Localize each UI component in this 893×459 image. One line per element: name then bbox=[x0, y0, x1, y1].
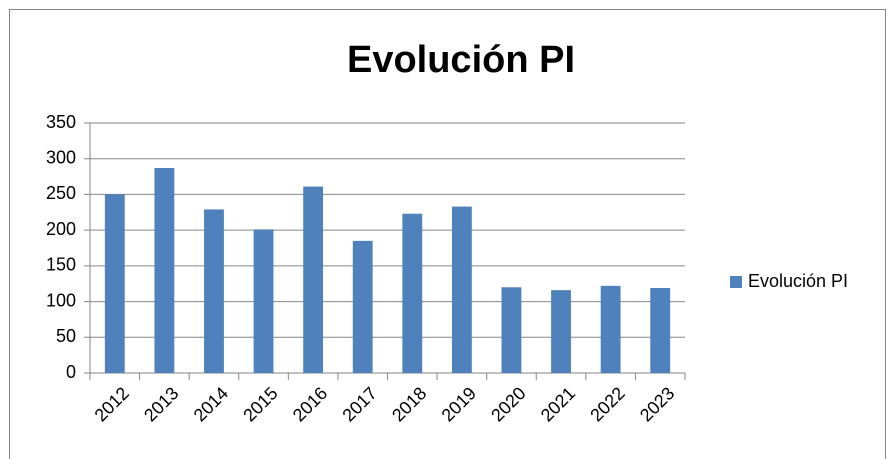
bar bbox=[650, 288, 671, 373]
bar bbox=[501, 287, 522, 373]
bar bbox=[451, 206, 472, 373]
y-tick-label: 50 bbox=[56, 326, 76, 346]
y-tick-label: 100 bbox=[46, 290, 76, 310]
bar bbox=[154, 168, 175, 373]
y-tick-label: 250 bbox=[46, 183, 76, 203]
bar bbox=[402, 213, 423, 373]
chart-title: Evolución PI bbox=[347, 39, 575, 81]
bar bbox=[600, 285, 621, 373]
y-tick-label: 300 bbox=[46, 147, 76, 167]
y-tick-label: 200 bbox=[46, 219, 76, 239]
bar bbox=[303, 186, 324, 373]
legend-label: Evolución PI bbox=[748, 271, 848, 291]
legend-swatch bbox=[730, 276, 742, 288]
bar bbox=[352, 240, 373, 373]
y-tick-label: 350 bbox=[46, 112, 76, 132]
bar bbox=[104, 194, 125, 373]
bar bbox=[204, 209, 224, 373]
bar bbox=[253, 229, 274, 373]
bar bbox=[551, 290, 571, 373]
chart-border bbox=[9, 9, 886, 459]
y-tick-label: 0 bbox=[66, 362, 76, 382]
y-tick-label: 150 bbox=[46, 255, 76, 275]
